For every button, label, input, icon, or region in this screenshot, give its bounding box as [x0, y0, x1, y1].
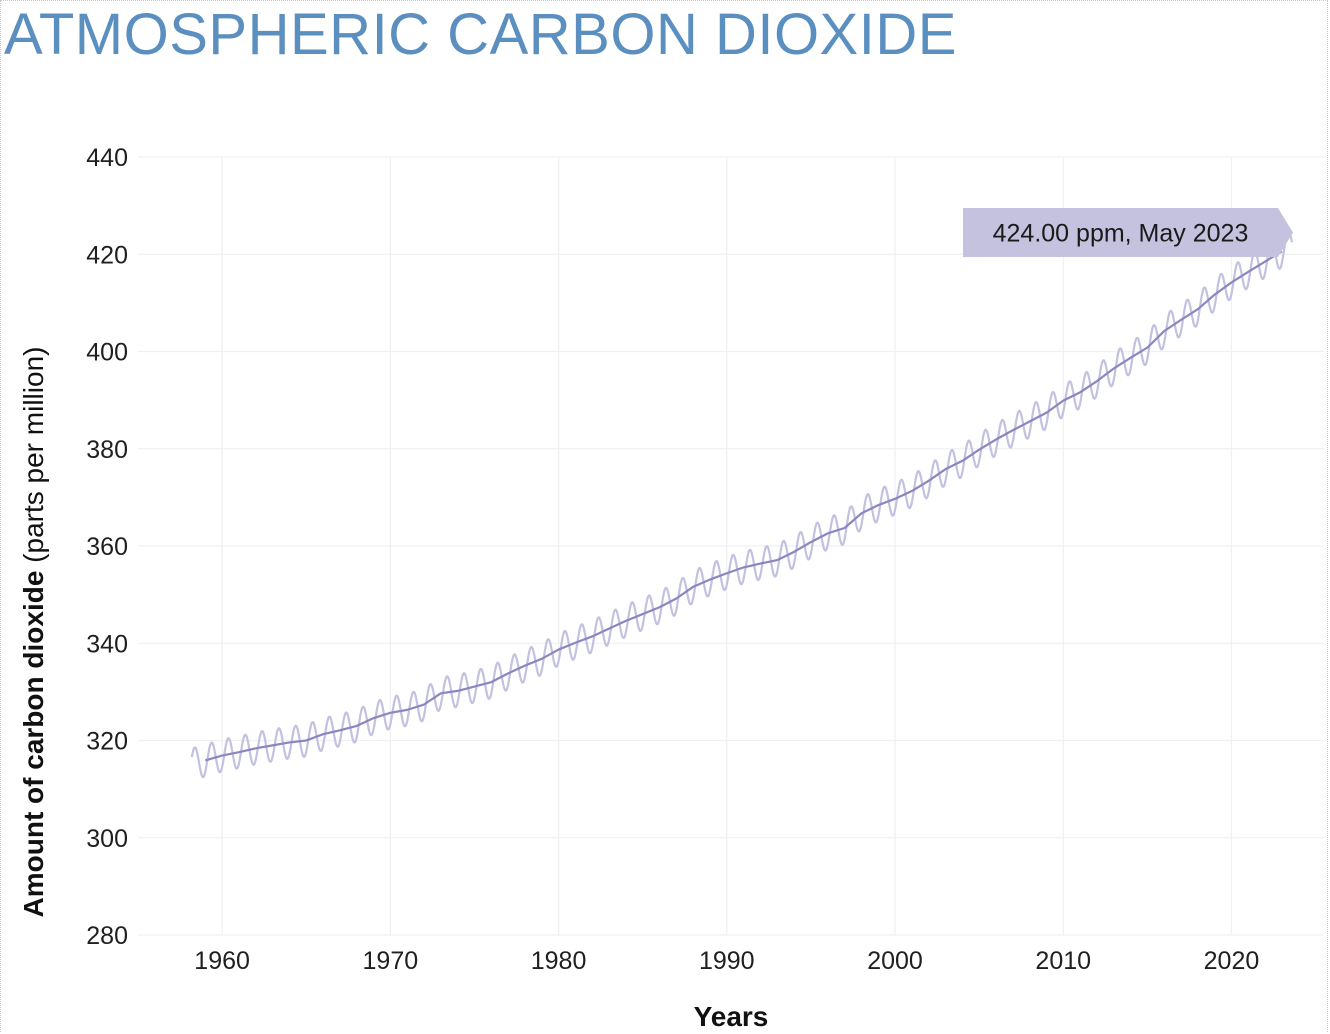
trend-co2-line — [204, 250, 1283, 762]
grid-lines — [138, 156, 1324, 936]
y-axis-title-units: (parts per million) — [18, 347, 49, 571]
y-tick-label-380: 380 — [86, 436, 128, 464]
y-tick-label-440: 440 — [86, 144, 128, 172]
y-tick-label-320: 320 — [86, 728, 128, 756]
x-axis-ticks: 1960 1970 1980 1990 2000 2010 2020 — [194, 947, 1259, 975]
y-axis-title: Amount of carbon dioxide (parts per mill… — [18, 347, 49, 918]
x-tick-label-1970: 1970 — [363, 947, 419, 975]
y-tick-label-360: 360 — [86, 533, 128, 561]
x-axis-title: Years — [694, 1001, 769, 1032]
y-tick-label-400: 400 — [86, 339, 128, 367]
page-title: ATMOSPHERIC CARBON DIOXIDE — [4, 2, 957, 67]
x-tick-label-2000: 2000 — [867, 947, 923, 975]
callout-layer: 424.00 ppm, May 2023 — [963, 208, 1293, 257]
x-tick-label-2020: 2020 — [1204, 947, 1260, 975]
x-tick-label-1980: 1980 — [531, 947, 587, 975]
y-axis-title-bold: Amount of carbon dioxide — [18, 571, 49, 918]
x-tick-label-1990: 1990 — [699, 947, 755, 975]
y-tick-label-420: 420 — [86, 241, 128, 269]
y-tick-label-280: 280 — [86, 922, 128, 950]
callout-box — [963, 208, 1293, 257]
monthly-co2-line — [190, 230, 1294, 779]
x-tick-label-2010: 2010 — [1035, 947, 1091, 975]
x-tick-label-1960: 1960 — [194, 947, 250, 975]
series-layer — [190, 230, 1294, 779]
y-tick-label-340: 340 — [86, 630, 128, 658]
y-tick-label-300: 300 — [86, 825, 128, 853]
y-axis-ticks: 280 300 320 340 360 380 400 420 440 — [86, 144, 128, 950]
callout-label: 424.00 ppm, May 2023 — [993, 220, 1249, 248]
